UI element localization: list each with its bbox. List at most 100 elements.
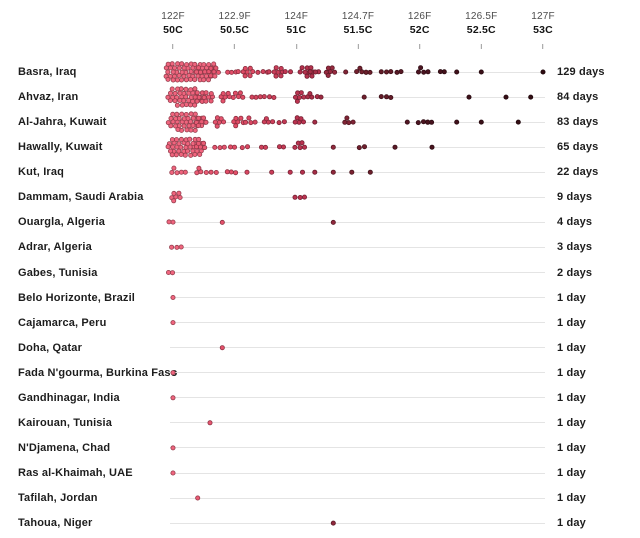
row-track-line [170, 246, 545, 248]
tick-label-fahrenheit: 126.5F [465, 11, 498, 22]
days-label: 1 day [557, 416, 586, 429]
data-dot [258, 144, 264, 150]
chart-row: Fada N'gourma, Burkina Faso 1 day [0, 360, 640, 385]
data-dot [202, 145, 208, 151]
data-dot [169, 137, 175, 143]
row-track-line [170, 347, 545, 349]
tick-label-celsius: 51C [286, 24, 307, 36]
data-dot [170, 77, 176, 83]
data-dot [195, 123, 201, 129]
data-dot [192, 151, 198, 157]
data-dot [388, 69, 394, 75]
data-dot [225, 69, 231, 75]
data-dot [227, 144, 233, 150]
data-dot [318, 94, 324, 100]
data-dot [174, 244, 180, 250]
data-dot [244, 169, 250, 175]
days-label: 1 day [557, 492, 586, 504]
data-dot [231, 144, 237, 150]
data-dot [281, 119, 287, 125]
data-dot [212, 73, 218, 79]
data-dot [302, 69, 308, 75]
data-dot [165, 94, 171, 100]
data-dot [503, 94, 509, 100]
data-dot [392, 144, 398, 150]
data-dot [207, 420, 213, 426]
data-dot [203, 90, 209, 96]
data-dot [466, 94, 472, 100]
data-dot [294, 98, 300, 104]
data-dot [307, 69, 313, 75]
data-dot [356, 145, 362, 151]
data-dot [179, 102, 185, 108]
data-dot [330, 169, 336, 175]
data-dot [247, 65, 253, 71]
data-dot [292, 194, 298, 200]
data-dot [240, 94, 246, 100]
data-dot [192, 61, 198, 67]
data-dot [354, 69, 360, 75]
data-dot [167, 90, 173, 96]
city-label: Ahvaz, Iran [18, 91, 79, 104]
data-dot [304, 73, 310, 79]
data-dot [165, 61, 171, 67]
data-dot [307, 91, 313, 97]
tick-label-celsius: 50C [163, 24, 183, 36]
data-dot [188, 111, 194, 117]
chart-row: Gabes, Tunisia 2 days [0, 260, 640, 285]
data-dot [213, 169, 219, 175]
data-dot [299, 140, 305, 146]
data-dot [190, 115, 196, 121]
data-dot [244, 144, 250, 150]
data-dot [330, 144, 336, 150]
days-label: 1 day [557, 341, 586, 354]
days-label: 129 days [557, 66, 605, 78]
data-dot [249, 94, 255, 100]
data-dot [378, 69, 384, 75]
data-dot [330, 520, 336, 526]
axis-tick: 124.7F 51.5C [342, 10, 374, 49]
data-dot [187, 102, 193, 108]
data-dot [218, 116, 224, 122]
data-dot [454, 69, 460, 75]
tick-label-celsius: 53C [533, 24, 553, 36]
data-dot [178, 244, 184, 250]
data-dot [178, 136, 184, 142]
data-dot [515, 119, 521, 125]
data-dot [170, 69, 176, 75]
data-dot [271, 95, 277, 101]
data-dot [415, 120, 421, 126]
data-dot [312, 169, 318, 175]
data-dot [170, 445, 176, 451]
data-dot [219, 219, 225, 225]
data-dot [175, 86, 181, 92]
data-dot [176, 65, 182, 71]
data-dot [201, 62, 207, 68]
data-dot [178, 77, 184, 83]
data-dot [425, 69, 431, 75]
days-label: 65 days [557, 141, 599, 154]
data-dot [394, 69, 400, 75]
chart-row: Belo Horizonte, Brazil 1 day [0, 285, 640, 310]
tick-mark [480, 44, 482, 49]
data-dot [420, 119, 426, 125]
data-dot [174, 170, 180, 176]
data-dot [172, 123, 178, 129]
data-dot [252, 119, 258, 125]
data-dot [478, 119, 484, 125]
data-dot [276, 120, 282, 126]
row-track-line [170, 196, 545, 198]
data-dot [184, 62, 190, 68]
data-dot [308, 65, 314, 71]
days-label: 1 day [557, 467, 586, 479]
row-track-line [170, 171, 545, 173]
data-dot [170, 294, 176, 300]
data-dot [165, 76, 171, 82]
chart-row: Tahoua, Niger 1 day [0, 511, 640, 536]
days-label: 4 days [557, 216, 593, 229]
data-dot [287, 169, 293, 175]
data-dot [224, 169, 230, 175]
axis-tick: 124F 51C [285, 10, 309, 49]
row-track-line [170, 272, 545, 273]
data-dot [292, 119, 298, 125]
